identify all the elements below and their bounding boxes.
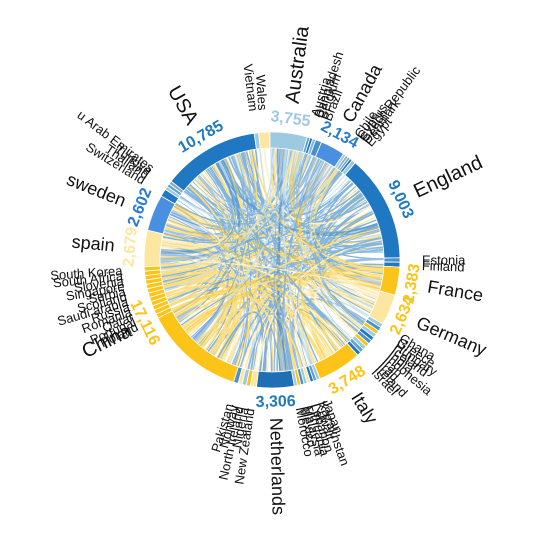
chord-link [159,260,380,292]
chord-link [293,151,360,332]
chord-link [224,158,291,371]
chord-link [160,148,281,271]
chord-link [252,149,384,271]
chord-link [237,150,260,368]
chord-link [180,240,383,326]
chord-link [298,178,351,365]
chord-link [282,148,374,309]
chord-link [165,153,247,235]
value-australia: 3,755 [270,108,312,130]
chord-link [227,156,369,224]
chord-link [164,147,275,292]
label-slovenia: Slovenia [73,273,125,295]
chord-ribbon [171,271,384,317]
chord-link [282,148,312,366]
chord-link [167,248,384,302]
arc-estonia [383,257,401,263]
chord-link [257,315,286,372]
chord-link [198,156,317,215]
chord-link [319,270,384,334]
chord-link [160,151,302,273]
chord-link [159,256,219,305]
chord-link [286,149,325,209]
chord-link [162,199,222,284]
label-usa: USA [163,82,203,129]
chord-ribbon [296,157,328,359]
value-spain: 2,679 [120,226,141,268]
chord-link [182,226,380,329]
chord-link [296,189,360,367]
label-sweden: sweden [64,169,129,211]
label-vietnam: Vietnam [240,63,261,112]
chord-link [244,151,278,372]
chord-link [251,149,319,363]
chord-links [159,147,385,373]
chord-link [186,298,345,346]
chord-link [276,308,344,372]
chord-ribbon [229,149,298,207]
label-finland: Finland [422,258,465,275]
label-netherlands: Netherlands [266,418,289,516]
chord-link [162,190,361,244]
ring-arcs [143,131,401,389]
chord-link [186,187,248,367]
chord-ribbon [276,148,336,210]
chord-link [209,310,269,372]
chord-link [189,183,371,314]
label-france: France [426,276,485,305]
chord-link [165,184,226,296]
chord-link [163,230,254,370]
chord-link [160,250,248,368]
chord-link [290,150,349,214]
arc-netherlands [255,369,295,389]
chord-link [209,158,246,354]
chord-link [177,273,383,322]
chord-ribbon [169,209,229,343]
arc-wales [258,131,271,150]
chord-link [160,269,219,306]
label-wales: Wales [253,74,270,111]
label-italy: Italy [347,389,381,428]
value-netherlands: 3,306 [255,393,296,411]
chord-link [230,154,312,209]
chord-link [312,169,384,269]
chord-link [204,278,382,351]
chord-ribbon [280,148,324,208]
chord-ribbon [309,164,380,300]
chord-ribbon [160,175,228,250]
value-france: 2,383 [400,262,423,304]
chord-link [160,148,284,273]
chord-ribbons [160,148,384,372]
chord-ribbon [160,239,380,297]
label-estonia: Estonia [422,253,466,268]
label-england: England [410,151,486,202]
chord-link [160,271,350,343]
chord-ribbon [160,161,331,263]
chord-link [193,152,304,342]
chord-link [304,159,370,317]
label-south-africa: South Africa [52,268,124,290]
chord-link [318,203,370,325]
label-australia: Australia [282,24,314,105]
label-spain: spain [71,232,116,256]
chord-ribbon [215,160,380,237]
label-south-korea: South Korea [50,263,124,283]
chord-link [248,150,299,370]
chord-ribbon [276,148,288,372]
chord-link [159,260,228,345]
chord-link [161,209,221,247]
chord-link [172,292,340,351]
chord-link [322,257,385,323]
chord-link [294,306,347,368]
chord-link [169,166,234,230]
chord-ribbon [183,275,383,335]
arc-spain [143,229,164,268]
chord-link [263,148,371,225]
